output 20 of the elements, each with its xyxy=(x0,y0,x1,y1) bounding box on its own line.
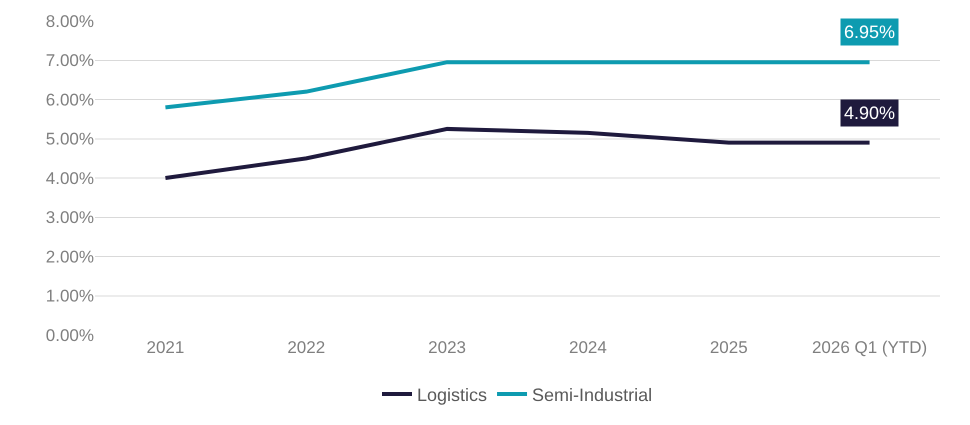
y-tick-label: 5.00% xyxy=(46,130,94,149)
y-tick-label: 6.00% xyxy=(46,90,94,110)
x-tick-label: 2023 xyxy=(428,338,466,357)
y-tick-label: 3.00% xyxy=(46,208,94,228)
y-tick-label: 0.00% xyxy=(46,326,94,345)
x-tick-label: 2021 xyxy=(146,338,184,357)
legend-label: Logistics xyxy=(417,385,488,406)
y-tick-label: 7.00% xyxy=(46,51,94,70)
legend-label: Semi-Industrial xyxy=(532,385,652,406)
x-tick-label: 2026 Q1 (YTD) xyxy=(812,338,928,357)
data-label: 4.90% xyxy=(844,103,896,123)
x-tick-label: 2022 xyxy=(287,338,326,357)
data-label: 6.95% xyxy=(844,22,896,42)
y-tick-label: 2.00% xyxy=(46,247,94,266)
x-tick-label: 2024 xyxy=(569,338,607,357)
y-tick-label: 1.00% xyxy=(46,286,94,306)
y-tick-label: 4.00% xyxy=(46,168,94,188)
y-tick-label: 8.00% xyxy=(46,12,94,31)
x-tick-label: 2025 xyxy=(710,338,748,357)
line-series xyxy=(163,126,872,180)
